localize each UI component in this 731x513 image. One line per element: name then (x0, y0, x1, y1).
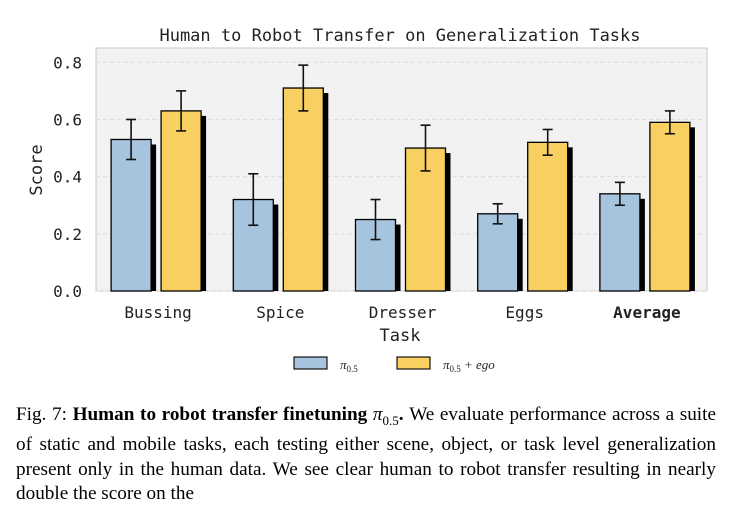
x-tick-label: Average (613, 303, 680, 322)
caption-math-sub: 0.5 (382, 412, 399, 428)
bar (404, 147, 447, 292)
caption-prefix: Fig. 7: (16, 404, 73, 425)
bar (282, 87, 324, 292)
y-axis-label: Score (27, 144, 47, 195)
x-tick-labels: Bussing Spice Dresser Eggs Average (124, 303, 680, 322)
y-tick-label: 0.4 (53, 168, 82, 187)
caption-after-math: . (398, 404, 404, 425)
y-tick-label: 0.0 (53, 282, 82, 301)
bar (527, 141, 569, 292)
chart-title: Human to Robot Transfer on Generalizatio… (159, 26, 640, 46)
bar (110, 138, 152, 292)
bar (599, 193, 641, 292)
caption-math-base: π (372, 404, 383, 425)
x-axis-label: Task (380, 326, 421, 346)
caption-body: We evaluate performance across a suite o… (16, 404, 716, 505)
bar (649, 121, 691, 292)
x-tick-label: Bussing (124, 303, 191, 322)
x-tick-label: Spice (256, 303, 304, 322)
caption-bold: Human to robot transfer finetuning (72, 404, 373, 425)
legend: π0.5 π0.5 + ego (293, 356, 495, 374)
chart-figure: 0.0 0.2 0.4 0.6 0.8 Bussing Spice Dresser Eggs A… (27, 26, 708, 374)
x-tick-label: Dresser (369, 303, 437, 322)
error-bars (126, 64, 675, 241)
x-tick-label: Eggs (505, 303, 544, 322)
legend-swatch (396, 356, 431, 370)
y-tick-label: 0.2 (53, 225, 82, 244)
bar (160, 110, 202, 292)
caption-math: π0.5 (372, 404, 399, 428)
legend-label: π0.5 + ego (443, 357, 495, 374)
figure-caption: Fig. 7: Human to robot transfer finetuni… (16, 403, 716, 507)
legend-swatch (293, 356, 328, 370)
bars (110, 87, 695, 292)
y-tick-label: 0.8 (53, 53, 82, 72)
legend-label: π0.5 (340, 357, 358, 374)
y-tick-labels: 0.0 0.2 0.4 0.6 0.8 (53, 53, 82, 301)
y-tick-label: 0.6 (53, 110, 82, 129)
bar (477, 213, 519, 292)
